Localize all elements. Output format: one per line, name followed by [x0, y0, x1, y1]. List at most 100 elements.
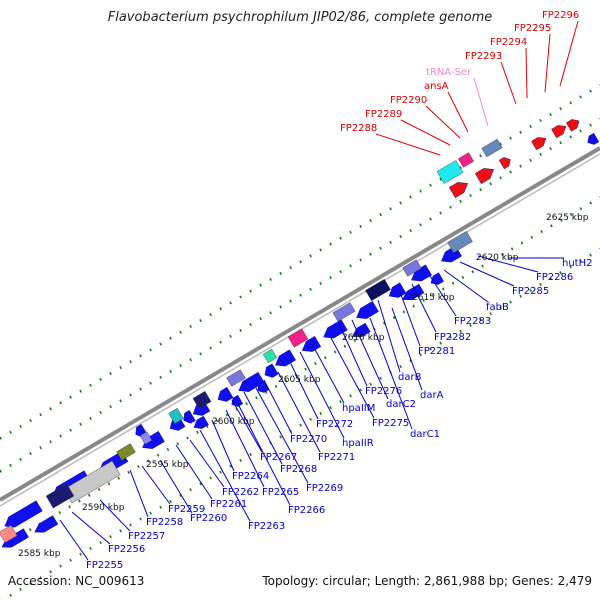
tick-mark	[479, 318, 482, 322]
tick-mark	[550, 224, 553, 228]
tick-mark	[219, 307, 222, 311]
label-leader	[411, 283, 437, 333]
tick-mark	[274, 384, 278, 388]
tick-mark	[359, 224, 362, 228]
tick-mark	[409, 359, 412, 363]
tick-mark	[19, 587, 22, 592]
label-leader	[544, 33, 551, 93]
tick-mark	[519, 164, 522, 168]
tick-mark	[129, 360, 132, 364]
reverse-gene-label: FP2261	[210, 499, 247, 510]
tick-mark	[389, 207, 392, 211]
tick-mark	[319, 248, 322, 252]
forward-gene	[531, 137, 547, 151]
tick-mark	[569, 212, 573, 216]
forward-gene-label: ansA	[424, 81, 449, 92]
tick-mark	[299, 260, 302, 264]
tick-mark	[139, 354, 142, 358]
tick-mark	[349, 394, 352, 398]
tick-mark	[149, 511, 152, 515]
tick-mark	[87, 493, 91, 497]
tick-mark	[284, 379, 288, 383]
backbone	[0, 146, 600, 507]
gene-steel	[447, 230, 473, 254]
scale-labels: 2585 kbp 2590 kbp 2595 kbp 2600 kbp 2605 kbp…	[18, 213, 589, 559]
tick-mark	[196, 430, 199, 434]
reverse-gene-label: FP2265	[262, 487, 299, 498]
tick-mark	[179, 364, 182, 368]
tick-mark	[461, 275, 465, 280]
tick-mark	[509, 136, 512, 140]
tick-mark	[429, 217, 432, 221]
tick-mark	[9, 463, 12, 467]
tick-mark	[419, 353, 422, 357]
label-leader	[311, 343, 345, 404]
tick-mark	[549, 113, 552, 117]
tick-mark	[249, 452, 252, 457]
forward-gene-label: FP2293	[465, 51, 502, 62]
tick-mark	[379, 246, 382, 250]
tick-mark	[540, 230, 543, 234]
label-leader	[377, 299, 401, 373]
tick-mark	[186, 436, 189, 440]
scale-label: 2585 kbp	[18, 549, 61, 559]
tick-mark	[379, 213, 382, 217]
tick-mark	[510, 247, 514, 251]
reverse-gene-label: hutH2	[562, 258, 592, 269]
reverse-gene-label: FP2271	[318, 452, 355, 463]
tick-mark	[469, 193, 472, 198]
forward-gene-label: FP2290	[390, 95, 427, 106]
reverse-gene-label: FP2283	[454, 316, 491, 327]
tick-mark	[579, 95, 582, 99]
tick-mark	[569, 265, 572, 269]
reverse-gene-label: FP2281	[418, 346, 455, 357]
tick-mark	[119, 529, 122, 533]
reverse-gene-label: FP2282	[434, 332, 471, 343]
tick-mark	[451, 281, 455, 285]
tick-mark	[422, 298, 425, 302]
tick-mark	[189, 324, 192, 328]
tick-mark	[189, 358, 192, 362]
tick-mark	[519, 130, 522, 134]
scale-label: 2595 kbp	[146, 460, 189, 470]
tick-mark	[239, 328, 242, 332]
tick-mark	[239, 458, 242, 462]
tick-mark	[39, 446, 42, 450]
tick-mark	[489, 182, 492, 186]
label-leader	[175, 444, 213, 500]
tick-mark	[359, 388, 362, 392]
scale-label: 2600 kbp	[212, 417, 255, 427]
tick-mark	[559, 271, 562, 275]
reverse-gene	[351, 322, 371, 338]
gene-aqua	[262, 348, 278, 364]
tick-mark	[589, 89, 592, 93]
tick-mark	[319, 281, 322, 286]
reverse-gene-label: FP2257	[128, 531, 165, 542]
tick-mark	[79, 422, 82, 426]
reverse-gene-label: FP2275	[372, 418, 409, 429]
tick-mark	[229, 334, 232, 338]
tick-mark	[589, 253, 592, 257]
tick-mark	[39, 413, 42, 417]
label-leader	[525, 47, 528, 99]
tick-mark	[439, 341, 442, 345]
tick-mark	[529, 158, 532, 162]
tick-mark	[289, 266, 292, 270]
reverse-gene-label: FP2270	[290, 434, 327, 445]
scale-label: 2610 kbp	[342, 333, 385, 343]
tick-mark	[139, 517, 142, 521]
reverse-gene-label: darC1	[410, 429, 440, 440]
tick-mark	[219, 340, 222, 344]
gene-lavender	[332, 302, 356, 322]
tick-mark	[389, 240, 392, 244]
label-leader	[559, 20, 579, 87]
tick-mark	[0, 436, 2, 440]
tick-mark	[39, 576, 42, 580]
tick-mark	[479, 188, 482, 192]
tick-mark	[69, 558, 72, 562]
gene-magenta	[287, 328, 309, 348]
tick-mark	[279, 305, 282, 309]
tick-mark	[549, 276, 552, 281]
tick-mark	[215, 419, 219, 423]
tick-mark	[279, 435, 282, 439]
